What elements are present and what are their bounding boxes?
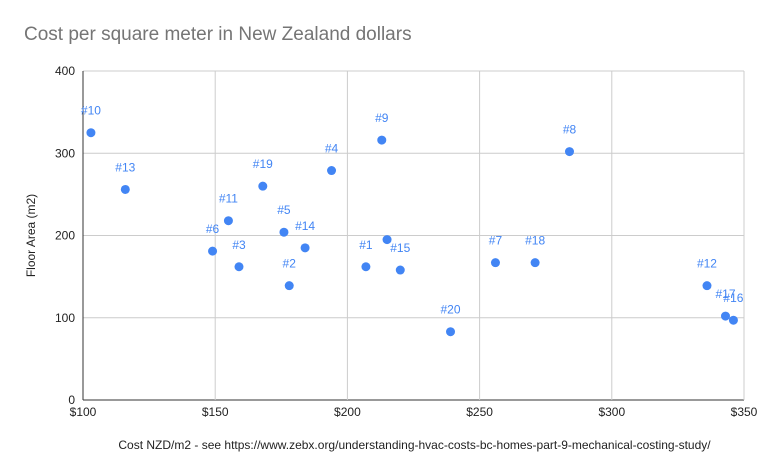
data-label: #3	[232, 238, 246, 252]
data-point	[120, 184, 130, 194]
data-point	[258, 181, 268, 191]
x-tick-label: $150	[202, 405, 229, 419]
data-label: #13	[115, 160, 135, 174]
y-axis-title: Floor Area (m2)	[24, 194, 38, 277]
data-point	[446, 327, 456, 337]
data-label: #15	[390, 241, 410, 255]
data-label: #19	[253, 157, 273, 171]
data-label: #7	[489, 234, 503, 248]
x-axis-ticks: $100 $150 $200 $250 $300 $350	[70, 405, 758, 419]
data-point	[300, 243, 310, 253]
data-point	[564, 147, 574, 157]
data-point	[377, 135, 387, 145]
data-label: #1	[359, 238, 373, 252]
data-label: #18	[525, 234, 545, 248]
y-tick-label: 0	[68, 393, 75, 407]
data-label: #11	[219, 192, 238, 206]
data-point	[702, 281, 712, 291]
grid	[82, 70, 745, 401]
data-point	[395, 265, 405, 275]
x-tick-label: $350	[731, 405, 758, 419]
chart-title: Cost per square meter in New Zealand dol…	[24, 24, 412, 45]
data-label: #8	[563, 123, 577, 137]
data-label: #5	[277, 203, 291, 217]
x-tick-label: $300	[598, 405, 625, 419]
data-point	[327, 166, 337, 176]
data-point	[490, 258, 500, 268]
data-label: #10	[81, 104, 101, 118]
data-label: #17	[715, 287, 735, 301]
x-tick-label: $250	[466, 405, 493, 419]
data-label: #2	[283, 257, 297, 271]
x-axis-title: Cost NZD/m2 - see https://www.zebx.org/u…	[118, 438, 711, 452]
y-tick-label: 100	[55, 311, 75, 325]
data-label: #4	[325, 142, 339, 156]
data-point	[234, 262, 244, 272]
data-point	[530, 258, 540, 268]
data-point	[720, 311, 730, 321]
y-tick-label: 300	[55, 146, 75, 160]
x-tick-label: $100	[70, 405, 97, 419]
data-points	[86, 128, 738, 337]
y-tick-label: 200	[55, 229, 75, 243]
data-label: #9	[375, 111, 389, 125]
data-point	[382, 235, 392, 245]
data-point	[279, 227, 289, 237]
data-point	[728, 315, 738, 325]
data-labels: #1#2#3#4#5#6#7#8#9#10#11#12#13#14#15#16#…	[81, 104, 744, 317]
x-tick-label: $200	[334, 405, 361, 419]
data-point	[208, 246, 218, 256]
data-point	[223, 216, 233, 226]
data-label: #14	[295, 219, 315, 233]
data-point	[361, 262, 371, 272]
y-axis-ticks: 0 100 200 300 400	[55, 64, 75, 407]
data-label: #12	[697, 257, 717, 271]
data-label: #6	[206, 222, 220, 236]
y-tick-label: 400	[55, 64, 75, 78]
data-point	[284, 281, 294, 291]
data-label: #16	[723, 291, 743, 305]
data-point	[86, 128, 96, 138]
data-label: #20	[441, 303, 461, 317]
